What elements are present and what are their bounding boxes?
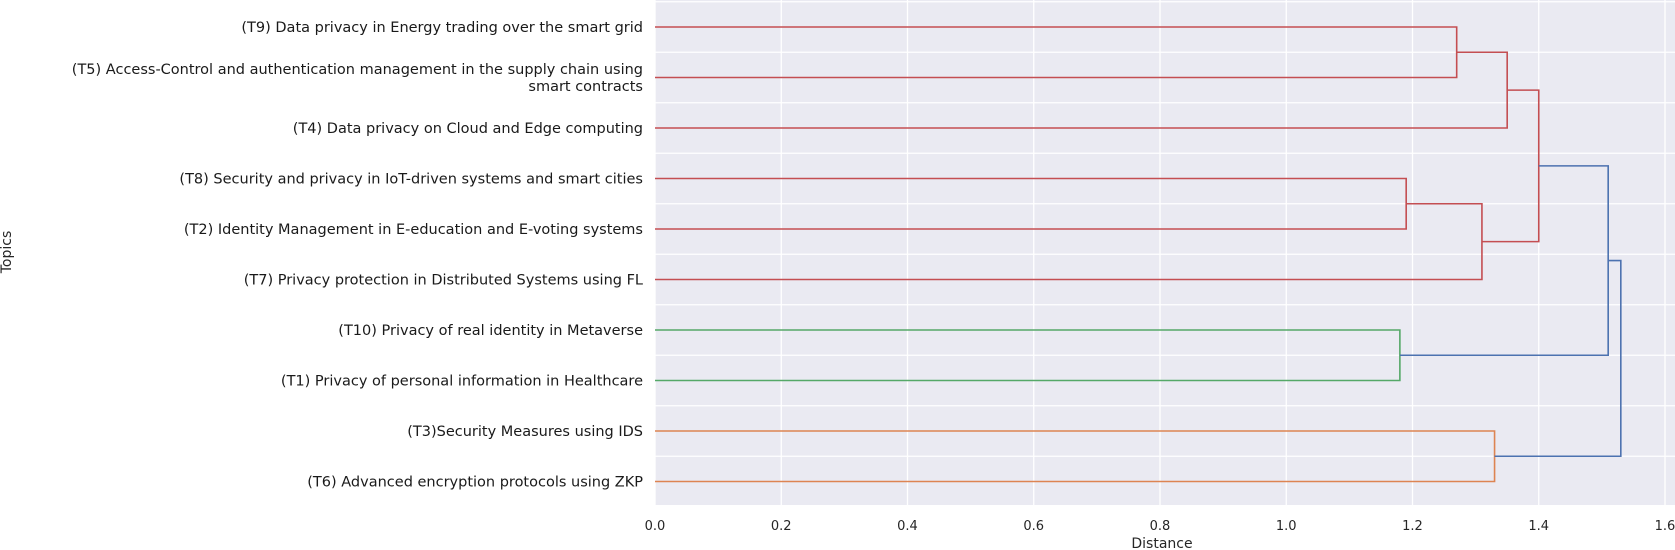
x-tick-label: 1.2: [1402, 519, 1423, 534]
x-tick-label: 0.4: [897, 519, 918, 534]
plot-area: [655, 0, 1675, 505]
dendrogram-links: [655, 26, 1622, 483]
topic-label-t9: (T9) Data privacy in Energy trading over…: [241, 20, 643, 36]
x-tick-label: 0.8: [1150, 519, 1171, 534]
topic-labels: (T9) Data privacy in Energy trading over…: [72, 20, 643, 491]
topic-label-t8: (T8) Security and privacy in IoT-driven …: [179, 172, 643, 188]
topic-label-t3: (T3)Security Measures using IDS: [407, 424, 643, 440]
topic-label-t6: (T6) Advanced encryption protocols using…: [307, 475, 643, 491]
x-tick-label: 0.2: [771, 519, 792, 534]
x-tick-label: 1.0: [1276, 519, 1297, 534]
grid-lines: [654, 0, 1675, 508]
dendrogram-link-I: [1494, 259, 1622, 458]
x-tick-labels: 0.0 0.2 0.4 0.6 0.8 1.0 1.2 1.4 1.6: [645, 519, 1675, 534]
topic-label-t7: (T7) Privacy protection in Distributed S…: [244, 273, 643, 289]
topic-label-t10: (T10) Privacy of real identity in Metave…: [338, 323, 643, 339]
y-axis-label: Topics: [0, 231, 15, 275]
topic-label-t4: (T4) Data privacy on Cloud and Edge comp…: [293, 121, 643, 137]
x-tick-label: 0.0: [645, 519, 666, 534]
x-tick-label: 1.6: [1655, 519, 1675, 534]
topic-label-t5: (T5) Access-Control and authentication m…: [72, 62, 643, 95]
topic-label-t2: (T2) Identity Management in E-education …: [184, 222, 643, 238]
topic-label-t1: (T1) Privacy of personal information in …: [281, 374, 643, 390]
dendrogram-link-H: [655, 430, 1496, 483]
x-tick-label: 0.6: [1023, 519, 1044, 534]
x-tick-label: 1.4: [1528, 519, 1549, 534]
x-axis-label: Distance: [1131, 536, 1192, 550]
